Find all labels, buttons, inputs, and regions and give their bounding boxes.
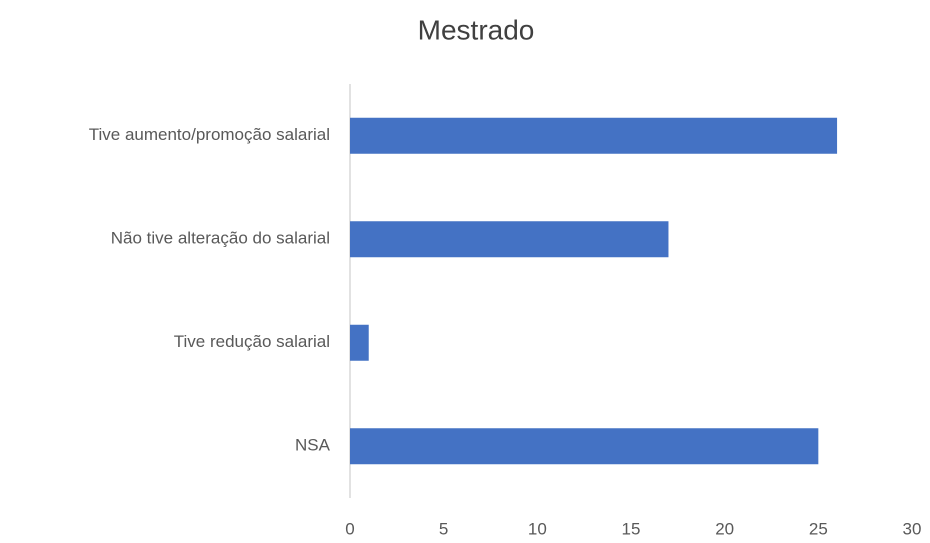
x-tick-label: 10: [528, 519, 547, 538]
x-tick-label: 25: [809, 519, 828, 538]
x-tick-label: 30: [903, 519, 922, 538]
bar: [350, 117, 838, 154]
x-tick-label: 0: [345, 519, 354, 538]
y-tick-label: Tive redução salarial: [174, 332, 330, 351]
x-tick-label: 15: [622, 519, 641, 538]
bar: [350, 324, 369, 361]
x-tick-label: 5: [439, 519, 448, 538]
bar: [350, 428, 819, 465]
y-tick-label: Tive aumento/promoção salarial: [89, 125, 330, 144]
y-tick-label: Não tive alteração do salarial: [111, 229, 330, 248]
chart-title: Mestrado: [418, 14, 535, 45]
bar: [350, 221, 669, 258]
y-tick-label: NSA: [295, 436, 331, 455]
x-tick-label: 20: [715, 519, 734, 538]
